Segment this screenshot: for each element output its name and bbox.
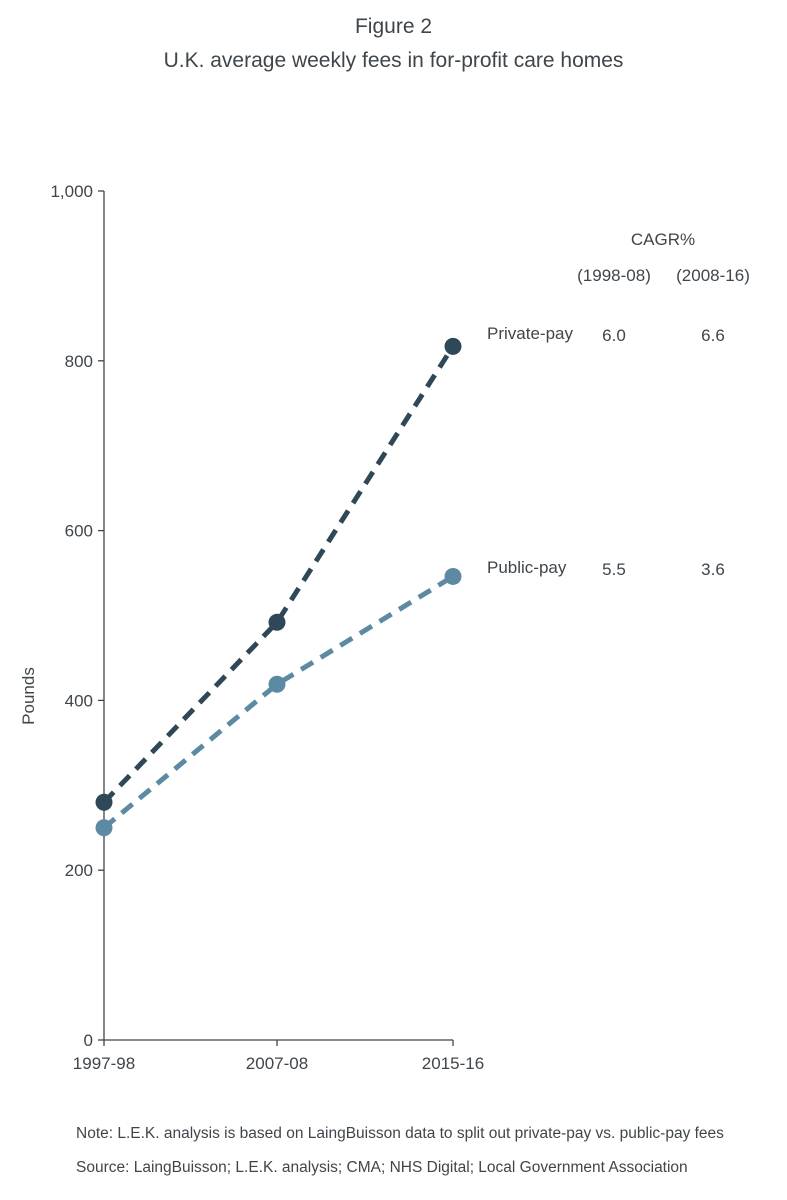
y-tick-label: 400 xyxy=(65,691,93,710)
data-point xyxy=(268,613,286,631)
data-point xyxy=(444,567,462,585)
series-label: Private-pay xyxy=(487,324,573,343)
chart-source: Source: LaingBuisson; L.E.K. analysis; C… xyxy=(76,1159,688,1176)
cagr-period: (1998-08) xyxy=(577,266,651,285)
axes: 0 200 400 600 800 1,000 1997-98 2007-08 2015-16 P… xyxy=(19,182,484,1073)
series-public-pay xyxy=(95,567,462,837)
cagr-period: (2008-16) xyxy=(676,266,750,285)
data-point xyxy=(95,819,113,837)
x-tick-label: 2015-16 xyxy=(422,1054,484,1073)
line-chart: 0 200 400 600 800 1,000 1997-98 2007-08 2015-16 P… xyxy=(19,182,750,1073)
series-line xyxy=(102,345,456,805)
cagr-value: 6.6 xyxy=(701,326,725,345)
y-tick-label: 800 xyxy=(65,352,93,371)
chart-note: Note: L.E.K. analysis is based on LaingB… xyxy=(76,1125,724,1142)
cagr-table: CAGR% (1998-08) (2008-16) Private-pay 6.0 6.6… xyxy=(487,230,750,579)
figure-number: Figure 2 xyxy=(354,15,433,38)
cagr-value: 6.0 xyxy=(602,326,626,345)
y-tick-label: 0 xyxy=(84,1031,93,1050)
data-point xyxy=(268,675,286,693)
series-private-pay xyxy=(95,337,462,811)
series-layer xyxy=(95,337,462,837)
series-label: Public-pay xyxy=(487,558,567,577)
x-tick-label: 1997-98 xyxy=(73,1054,135,1073)
cagr-value: 3.6 xyxy=(701,560,725,579)
cagr-title: CAGR% xyxy=(631,230,695,249)
data-point xyxy=(444,337,462,355)
y-tick-label: 200 xyxy=(65,861,93,880)
series-line xyxy=(102,574,455,830)
cagr-value: 5.5 xyxy=(602,560,626,579)
y-tick-label: 1,000 xyxy=(50,182,93,201)
y-axis-title: Pounds xyxy=(19,667,38,725)
y-tick-label: 600 xyxy=(65,522,93,541)
chart-title: U.K. average weekly fees in for-profit c… xyxy=(163,49,624,72)
data-point xyxy=(95,793,113,811)
x-tick-label: 2007-08 xyxy=(246,1054,308,1073)
